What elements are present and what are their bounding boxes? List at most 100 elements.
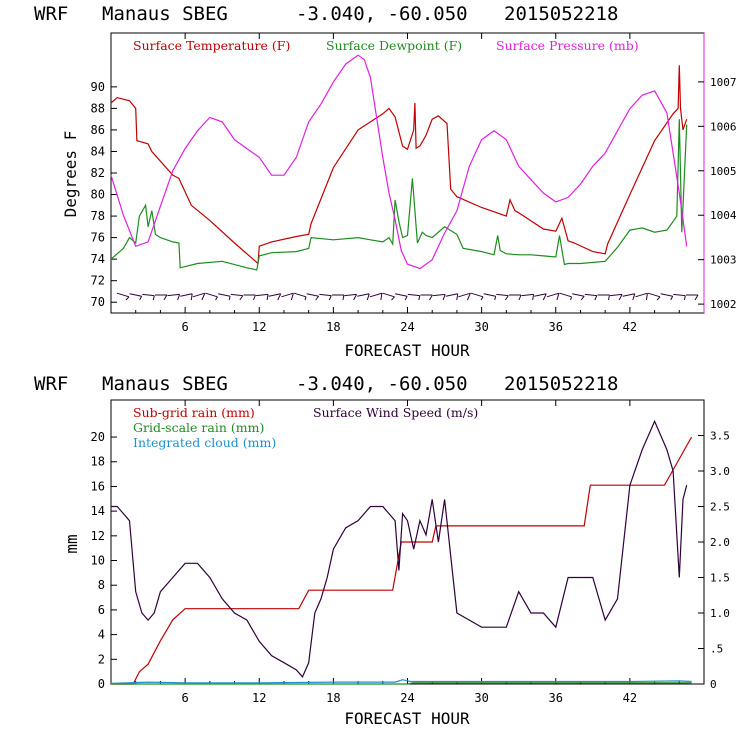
y-right-tick-label: .5 bbox=[710, 643, 723, 656]
x-tick-label: 12 bbox=[252, 320, 266, 334]
wind-barb-flag bbox=[391, 296, 395, 301]
header-bottom: WRF Manaus SBEG -3.040, -60.050 20150522… bbox=[34, 373, 618, 395]
y-tick-label: 76 bbox=[91, 231, 105, 245]
y-right-tick-label: 3.5 bbox=[710, 430, 730, 443]
legend-bottom: Sub-grid rain (mm) Surface Wind Speed (m… bbox=[133, 405, 478, 450]
wind-barb bbox=[572, 293, 585, 297]
y-tick-label: 12 bbox=[91, 529, 105, 543]
legend-wind-speed: Surface Wind Speed (m/s) bbox=[313, 405, 478, 420]
y-right-tick-label: 1006 bbox=[710, 120, 737, 133]
header-coords-2: -3.040, -60.050 bbox=[296, 373, 468, 395]
y-tick-label: 80 bbox=[91, 188, 105, 202]
wind-barb-flag bbox=[504, 295, 509, 301]
y-tick-label: 72 bbox=[91, 274, 105, 288]
header-model-2: WRF bbox=[34, 373, 68, 395]
y-tick-label: 14 bbox=[91, 504, 105, 518]
y-tick-label: 18 bbox=[91, 455, 105, 469]
x-tick-label: 42 bbox=[623, 691, 637, 705]
wind-barb-flag bbox=[353, 294, 358, 301]
x-tick-label: 42 bbox=[623, 320, 637, 334]
x-tick-label: 30 bbox=[474, 320, 488, 334]
wind-barb-flag bbox=[315, 295, 320, 301]
header-init: 2015052218 bbox=[504, 3, 618, 25]
wind-barb-flag bbox=[266, 294, 269, 301]
x-tick-label: 18 bbox=[326, 691, 340, 705]
y-right-tick-label: 1.5 bbox=[710, 572, 730, 585]
wind-barb-flag bbox=[532, 294, 535, 301]
y-tick-label: 82 bbox=[91, 166, 105, 180]
y-axis-right-bottom: 0 .5 1.0 1.5 2.0 2.5 3.0 3.5 bbox=[698, 430, 730, 691]
y-right-tick-label: 1003 bbox=[710, 254, 737, 267]
wind-barb bbox=[256, 293, 269, 297]
y-tick-label: 6 bbox=[98, 603, 105, 617]
wind-barb-flag bbox=[163, 294, 168, 301]
wind-barb bbox=[445, 293, 458, 297]
x-tick-label: 12 bbox=[252, 691, 266, 705]
legend-pressure: Surface Pressure (mb) bbox=[496, 38, 639, 53]
wind-barb bbox=[268, 293, 281, 297]
wind-barb-flag bbox=[252, 294, 256, 301]
wind-barb bbox=[116, 292, 130, 298]
y-tick-label: 16 bbox=[91, 479, 105, 493]
header-init-2: 2015052218 bbox=[504, 373, 618, 395]
header-station: Manaus SBEG bbox=[102, 3, 228, 25]
y-right-tick-label: 3.0 bbox=[710, 465, 730, 478]
wind-barb bbox=[344, 293, 357, 297]
y-tick-label: 86 bbox=[91, 123, 105, 137]
wind-barb bbox=[534, 293, 547, 297]
wind-barb-flag bbox=[442, 294, 446, 301]
wind-barb bbox=[622, 293, 635, 297]
wind-barb-flag bbox=[290, 293, 294, 301]
wind-barb-flag bbox=[342, 294, 345, 301]
wind-barb-flag bbox=[429, 294, 433, 301]
wind-barb-flag bbox=[656, 296, 661, 301]
plot-frame-top bbox=[110, 32, 705, 314]
x-tick-label: 36 bbox=[549, 691, 563, 705]
wind-barb-flag bbox=[201, 292, 206, 301]
wind-barb bbox=[129, 293, 142, 297]
wind-barb bbox=[673, 293, 686, 297]
wind-barb-flag bbox=[494, 296, 497, 301]
header-coords: -3.040, -60.050 bbox=[296, 3, 468, 25]
wind-barb bbox=[218, 293, 231, 297]
wind-barb bbox=[192, 292, 206, 298]
y-right-tick-label: 1.0 bbox=[710, 607, 730, 620]
series-line-sub-grid-rain-mm bbox=[111, 436, 693, 685]
wind-barb bbox=[382, 292, 395, 298]
y-tick-label: 84 bbox=[91, 144, 105, 158]
wind-barb bbox=[205, 292, 218, 298]
y-right-tick-label: 2.5 bbox=[710, 501, 730, 514]
wind-barb bbox=[610, 293, 623, 297]
wind-barb-flag bbox=[683, 295, 686, 301]
y-tick-label: 8 bbox=[98, 578, 105, 592]
series-line-integrated-cloud-mm bbox=[110, 679, 692, 684]
wind-barb bbox=[433, 293, 446, 297]
wind-barb-flag bbox=[190, 293, 193, 301]
wind-barb bbox=[521, 293, 534, 297]
y-right-tick-label: 1004 bbox=[710, 209, 737, 222]
header-station-2: Manaus SBEG bbox=[102, 373, 228, 395]
x-tick-label: 6 bbox=[182, 320, 189, 334]
wind-barb-flag bbox=[277, 293, 282, 301]
legend-dewpoint: Surface Dewpoint (F) bbox=[326, 38, 462, 53]
wind-barb bbox=[319, 293, 332, 297]
y-right-tick-label: 2.0 bbox=[710, 536, 730, 549]
y-tick-label: 78 bbox=[91, 209, 105, 223]
y-axis-right-top: 1002 1003 1004 1005 1006 1007 bbox=[698, 76, 737, 311]
wind-barb-flag bbox=[670, 295, 674, 301]
wind-barb-flag bbox=[380, 293, 383, 301]
wind-barb bbox=[647, 292, 661, 298]
wind-barb bbox=[230, 293, 243, 297]
wind-barb bbox=[281, 292, 294, 298]
wind-barb-flag bbox=[466, 292, 471, 301]
legend-subgrid-rain: Sub-grid rain (mm) bbox=[133, 405, 255, 420]
series-line-surface-pressure-mb bbox=[110, 54, 688, 270]
y-tick-label: 0 bbox=[98, 677, 105, 691]
wind-barb-flag bbox=[366, 293, 370, 301]
wind-barb bbox=[496, 293, 509, 297]
wind-barb bbox=[546, 292, 560, 298]
wind-barb bbox=[635, 292, 648, 298]
y-right-tick-label: 1002 bbox=[710, 298, 737, 311]
series-line-surface-dewpoint-f bbox=[110, 119, 688, 271]
